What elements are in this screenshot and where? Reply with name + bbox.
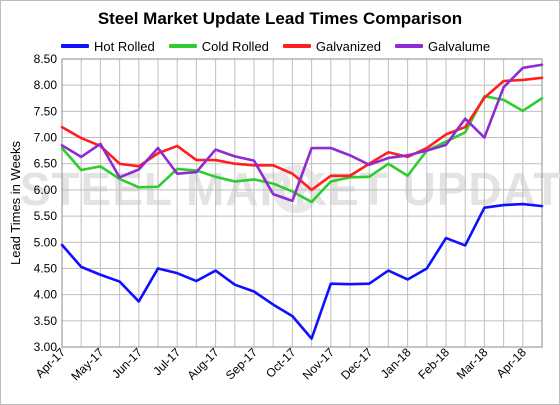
legend-item-cold-rolled: Cold Rolled	[168, 38, 269, 54]
x-tick-label: Jul-17	[150, 345, 183, 378]
x-tick-label: Nov-17	[300, 345, 337, 382]
y-tick-label: 8.50	[34, 52, 58, 66]
series-line-cold-rolled	[60, 94, 544, 204]
legend-swatch-galvalume	[394, 44, 423, 48]
y-tick-label: 4.00	[34, 288, 58, 302]
legend-label-cold-rolled: Cold Rolled	[201, 38, 269, 54]
legend-label-galvanized: Galvanized	[315, 38, 381, 54]
plot-border	[61, 58, 543, 348]
series-line-galvalume	[60, 63, 544, 203]
y-tick-label: 6.50	[34, 157, 58, 171]
y-tick-label: 5.00	[34, 235, 58, 249]
x-tick-label: Oct-17	[263, 345, 299, 381]
x-tick-label: Jan-18	[378, 345, 414, 381]
legend-item-galvalume: Galvalume	[394, 38, 491, 54]
x-tick-label: Aug-17	[184, 345, 221, 382]
watermark-logo-icon	[272, 165, 320, 213]
y-tick-label: 8.00	[34, 78, 58, 92]
x-tick-label: Dec-17	[338, 345, 375, 382]
plot-area	[62, 59, 542, 347]
y-tick-label: 5.50	[34, 209, 58, 223]
legend-swatch-cold-rolled	[168, 44, 197, 48]
y-tick-label: 4.50	[34, 261, 58, 275]
x-tick-label: Mar-18	[454, 345, 491, 382]
y-tick-label: 3.50	[34, 314, 58, 328]
y-tick-label: 7.00	[34, 131, 58, 145]
legend-label-hot-rolled: Hot Rolled	[94, 38, 155, 54]
legend-item-galvanized: Galvanized	[282, 38, 381, 54]
legend-swatch-hot-rolled	[61, 44, 89, 48]
y-axis-label: Lead Times in Weeks	[8, 140, 23, 265]
legend-item-hot-rolled: Hot Rolled	[61, 39, 155, 54]
legend-label-galvalume: Galvalume	[427, 38, 491, 54]
legend-swatch-galvanized	[282, 44, 311, 48]
chart-title: Steel Market Update Lead Times Compariso…	[97, 9, 463, 28]
chart-legend: Hot Rolled Cold Rolled Galvanized Galval…	[61, 37, 490, 55]
x-tick-label: May-17	[68, 345, 106, 383]
x-tick-label: Feb-18	[415, 345, 452, 382]
x-tick-label: Jun-17	[109, 345, 145, 381]
series-line-hot-rolled	[60, 202, 544, 340]
x-tick-label: Sep-17	[223, 345, 260, 382]
y-tick-label: 6.00	[34, 183, 58, 197]
x-tick-label: Apr-18	[494, 345, 530, 381]
y-tick-label: 3.00	[34, 340, 58, 354]
y-tick-label: 7.50	[34, 104, 58, 118]
